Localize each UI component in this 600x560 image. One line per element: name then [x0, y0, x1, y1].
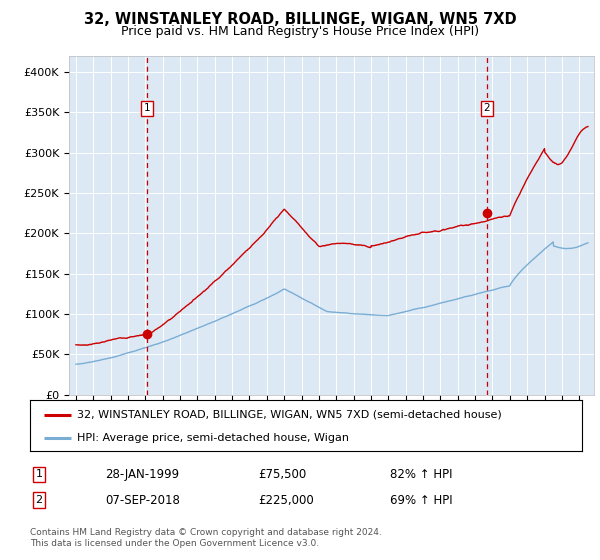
Text: 82% ↑ HPI: 82% ↑ HPI — [390, 468, 452, 481]
Text: 1: 1 — [35, 469, 43, 479]
Text: 69% ↑ HPI: 69% ↑ HPI — [390, 493, 452, 507]
Text: 32, WINSTANLEY ROAD, BILLINGE, WIGAN, WN5 7XD (semi-detached house): 32, WINSTANLEY ROAD, BILLINGE, WIGAN, WN… — [77, 409, 502, 419]
Text: HPI: Average price, semi-detached house, Wigan: HPI: Average price, semi-detached house,… — [77, 433, 349, 443]
Text: 2: 2 — [484, 104, 490, 114]
Text: £75,500: £75,500 — [258, 468, 306, 481]
Text: 32, WINSTANLEY ROAD, BILLINGE, WIGAN, WN5 7XD: 32, WINSTANLEY ROAD, BILLINGE, WIGAN, WN… — [83, 12, 517, 27]
Text: £225,000: £225,000 — [258, 493, 314, 507]
Text: 2: 2 — [35, 495, 43, 505]
Text: Price paid vs. HM Land Registry's House Price Index (HPI): Price paid vs. HM Land Registry's House … — [121, 25, 479, 38]
Text: 07-SEP-2018: 07-SEP-2018 — [105, 493, 180, 507]
Text: 28-JAN-1999: 28-JAN-1999 — [105, 468, 179, 481]
Text: Contains HM Land Registry data © Crown copyright and database right 2024.
This d: Contains HM Land Registry data © Crown c… — [30, 528, 382, 548]
Text: 1: 1 — [143, 104, 150, 114]
